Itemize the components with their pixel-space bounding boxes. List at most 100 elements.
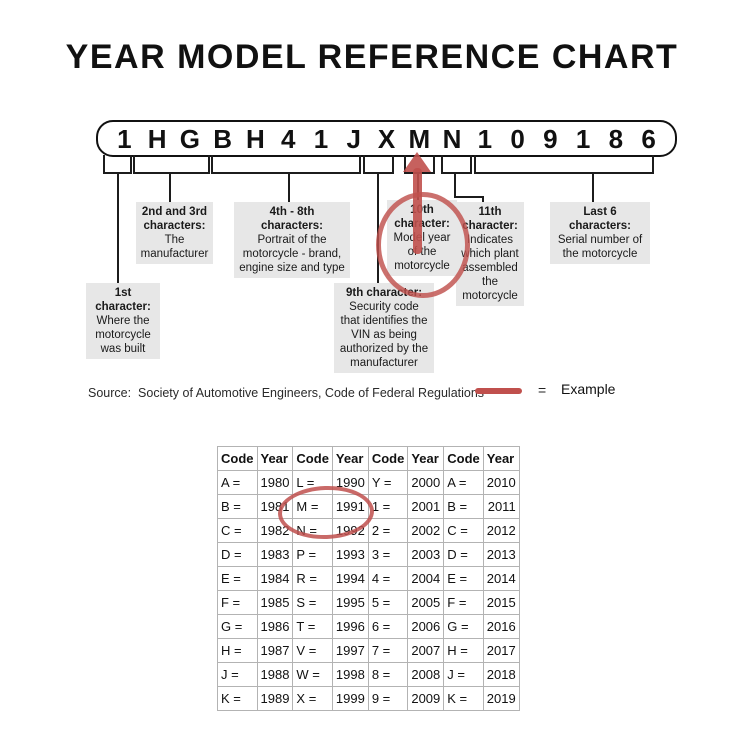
code-cell: F =	[217, 590, 258, 615]
year-cell: 2016	[482, 614, 520, 639]
callout-body: Portrait of the motorcycle - brand, engi…	[239, 234, 345, 274]
code-cell: 4 =	[367, 566, 409, 591]
code-cell: B =	[443, 494, 484, 519]
page-title: YEAR MODEL REFERENCE CHART	[65, 38, 679, 76]
table-header-cell: Year	[407, 446, 445, 471]
year-cell: 2002	[407, 518, 445, 543]
example-arrow	[413, 168, 422, 254]
year-cell: 2001	[407, 494, 445, 519]
example-circle-10th-character	[376, 192, 470, 298]
vin-character: H	[147, 123, 167, 154]
code-cell: X =	[292, 686, 333, 711]
vin-group-bracket-2nd-3rd	[133, 155, 210, 174]
code-cell: C =	[217, 518, 258, 543]
code-cell: J =	[217, 662, 258, 687]
code-cell: P =	[292, 542, 333, 567]
callout-11th-character: 11th character: Indicates which plant as…	[456, 202, 524, 306]
vin-character: 6	[641, 123, 656, 154]
code-cell: H =	[443, 638, 484, 663]
code-cell: E =	[217, 566, 258, 591]
year-cell: 1980	[256, 470, 294, 495]
year-code-table: Code Year Code Year Code Year Code Year A = 1980 L…	[217, 446, 520, 711]
callout-9th-character: 9th character: Security code that identi…	[334, 283, 434, 373]
callout-heading: 1st character:	[95, 287, 151, 313]
vin-character: B	[213, 123, 233, 154]
legend-equals: =	[538, 382, 547, 398]
vin-character: 0	[510, 123, 525, 154]
code-cell: 7 =	[367, 638, 409, 663]
year-cell: 2019	[482, 686, 520, 711]
year-cell: 2014	[482, 566, 520, 591]
callout-2nd-3rd-characters: 2nd and 3rd characters: The manufacturer	[136, 202, 213, 264]
code-cell: 6 =	[367, 614, 409, 639]
year-cell: 1986	[256, 614, 294, 639]
year-cell: 2003	[407, 542, 445, 567]
year-cell: 2011	[482, 494, 520, 519]
vin-group-bracket-4th-8th	[211, 155, 361, 174]
year-cell: 1997	[331, 638, 369, 663]
vin-character: 1	[575, 123, 591, 154]
table-row: F = 1985 S = 1995 5 = 2005 F = 2015	[217, 590, 520, 615]
code-cell: T =	[292, 614, 333, 639]
callout-last6-characters: Last 6 characters: Serial number of the …	[550, 202, 650, 264]
code-cell: D =	[443, 542, 484, 567]
callout-4th-8th-characters: 4th - 8th characters: Portrait of the mo…	[234, 202, 350, 278]
code-cell: 3 =	[367, 542, 409, 567]
year-cell: 2000	[407, 470, 445, 495]
table-header-cell: Code	[217, 446, 258, 471]
code-cell: A =	[217, 470, 258, 495]
year-cell: 2013	[482, 542, 520, 567]
code-cell: J =	[443, 662, 484, 687]
connector-line-11th-b	[454, 196, 484, 198]
year-cell: 1985	[256, 590, 294, 615]
vin-character: X	[377, 123, 396, 154]
code-cell: C =	[443, 518, 484, 543]
year-cell: 1988	[256, 662, 294, 687]
vin-group-bracket-11th	[441, 155, 472, 174]
connector-line-2nd-3rd	[169, 172, 171, 202]
year-cell: 2007	[407, 638, 445, 663]
example-arrow-head-icon	[403, 152, 431, 172]
code-cell: K =	[217, 686, 258, 711]
year-cell: 1999	[331, 686, 369, 711]
code-cell: Y =	[367, 470, 409, 495]
code-cell: R =	[292, 566, 333, 591]
code-cell: D =	[217, 542, 258, 567]
table-row: B = 1981 M = 1991 1 = 2001 B = 2011	[217, 494, 520, 519]
year-cell: 1994	[331, 566, 369, 591]
year-cell: 1996	[331, 614, 369, 639]
year-cell: 2006	[407, 614, 445, 639]
code-cell: F =	[443, 590, 484, 615]
table-row: C = 1982 N = 1992 2 = 2002 C = 2012	[217, 518, 520, 543]
code-cell: B =	[217, 494, 258, 519]
code-cell: A =	[443, 470, 484, 495]
year-cell: 2005	[407, 590, 445, 615]
vin-character: 1	[477, 123, 493, 154]
code-cell: G =	[217, 614, 258, 639]
table-header-cell: Year	[256, 446, 294, 471]
connector-line-1st	[117, 172, 119, 283]
code-cell: S =	[292, 590, 333, 615]
year-cell: 1998	[331, 662, 369, 687]
connector-line-last6	[592, 172, 594, 203]
vin-character: M	[408, 123, 431, 154]
table-row: G = 1986 T = 1996 6 = 2006 G = 2016	[217, 614, 520, 639]
table-row: A = 1980 L = 1990 Y = 2000 A = 2010	[217, 470, 520, 495]
code-cell: 8 =	[367, 662, 409, 687]
year-cell: 2008	[407, 662, 445, 687]
table-header-cell: Code	[443, 446, 484, 471]
example-line-icon	[475, 388, 522, 394]
code-cell: 5 =	[367, 590, 409, 615]
code-cell: K =	[443, 686, 484, 711]
vin-character: N	[442, 123, 462, 154]
year-cell: 2017	[482, 638, 520, 663]
callout-body: Serial number of the motorcycle	[557, 234, 643, 260]
connector-line-11th-c	[482, 196, 484, 204]
vin-character: 8	[608, 123, 624, 154]
table-row: D = 1983 P = 1993 3 = 2003 D = 2013	[217, 542, 520, 567]
vin-character: 1	[313, 123, 329, 154]
legend-label: Example	[561, 381, 616, 397]
vin-character: J	[346, 123, 361, 154]
code-cell: 1 =	[367, 494, 409, 519]
